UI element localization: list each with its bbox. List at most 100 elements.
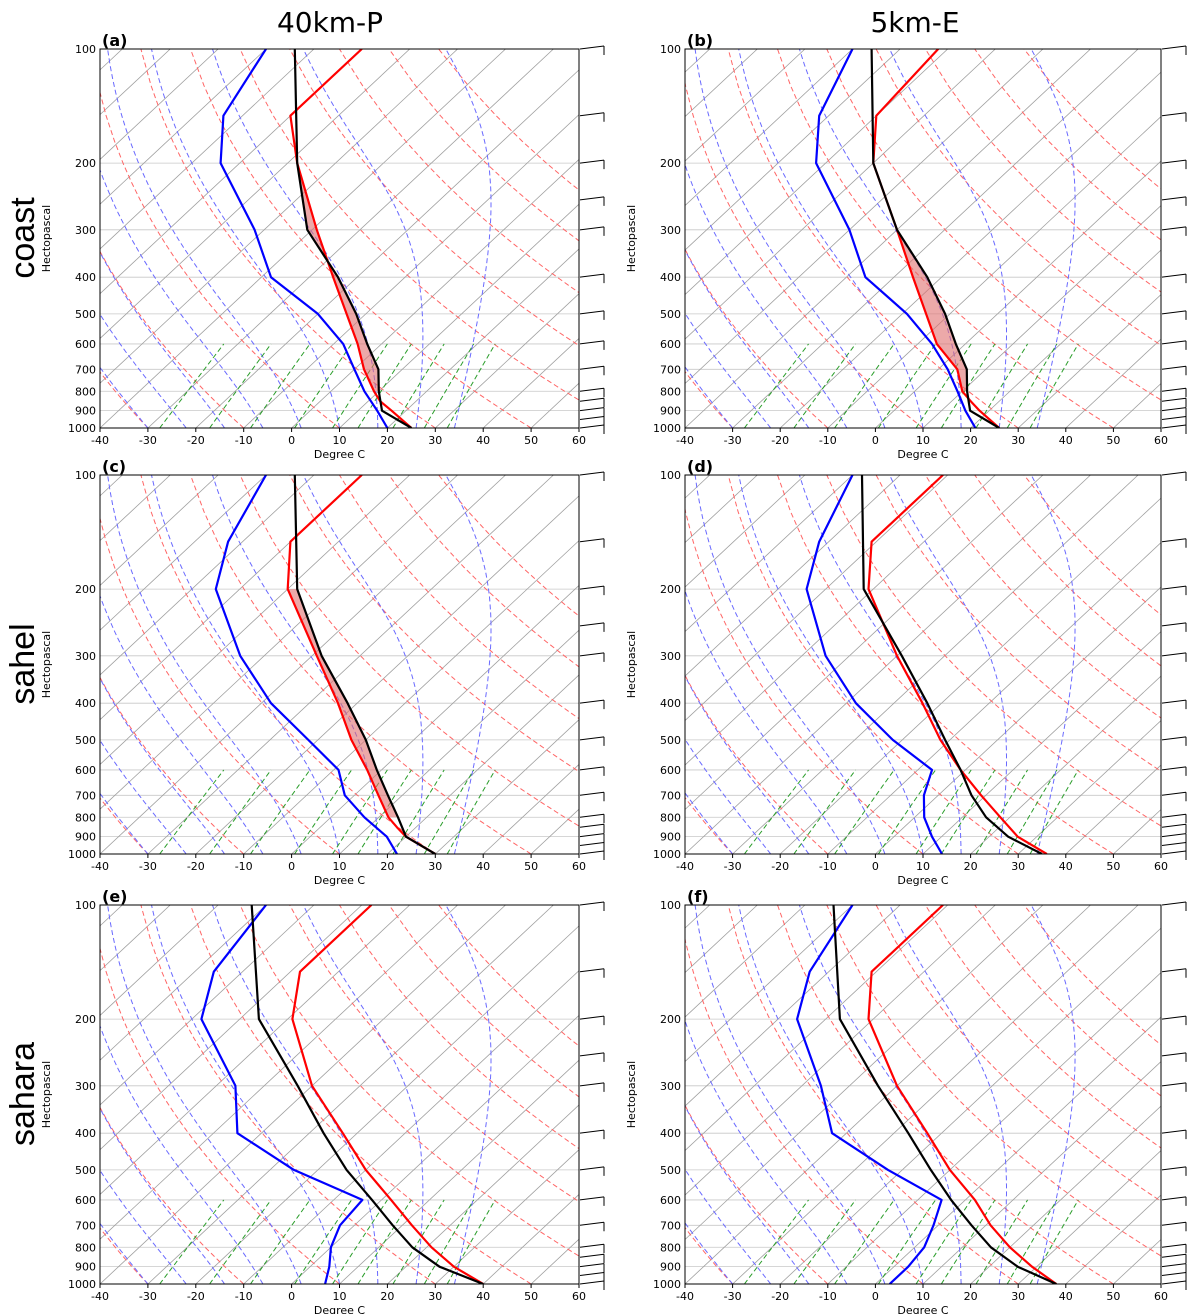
x-tick-label: 60	[572, 860, 586, 873]
dry-adiabat	[875, 475, 1161, 772]
isotherm	[685, 475, 853, 633]
wind-barb-icon	[579, 736, 605, 746]
mixing-ratio-line	[392, 1199, 445, 1284]
isotherm	[970, 1105, 1161, 1284]
mixing-ratio-line	[877, 769, 937, 854]
dry-adiabat	[974, 475, 1161, 667]
x-tick-label: -10	[819, 860, 837, 873]
x-tick-label: 60	[572, 434, 586, 447]
wind-barb-icon	[579, 159, 605, 170]
y-tick-label: 800	[75, 1241, 96, 1254]
mixing-ratio-line	[250, 343, 311, 428]
y-axis-label: Hectopascal	[40, 631, 53, 698]
profiles	[219, 49, 413, 428]
dry-adiabat	[826, 905, 1161, 1257]
moist-adiabat	[685, 248, 810, 428]
y-tick-label: 400	[660, 271, 681, 284]
isotherm	[100, 475, 458, 810]
moist-adiabat	[100, 1107, 225, 1284]
wind-barb-icon	[1161, 45, 1187, 55]
mixing-ratio-line	[1029, 1199, 1079, 1284]
x-tick-label: 10	[916, 434, 930, 447]
mixing-ratio-line	[250, 1199, 311, 1284]
isotherm	[482, 763, 579, 854]
x-tick-label: 50	[1106, 860, 1120, 873]
moist-adiabat	[798, 475, 962, 854]
x-tick-label: 50	[524, 1290, 538, 1303]
profiles	[214, 475, 436, 854]
dry-adiabat	[140, 49, 436, 428]
wind-barb-icon	[1161, 1052, 1187, 1062]
wind-barb-icon	[579, 1129, 605, 1140]
x-tick-label: 30	[428, 434, 442, 447]
mixing-ratio-line	[744, 343, 809, 428]
y-tick-label: 500	[75, 734, 96, 747]
wind-barb-icon	[1161, 1221, 1187, 1232]
column-title-left: 40km-P	[277, 6, 383, 39]
mixing-ratio-line	[1029, 343, 1079, 428]
x-tick-label: -20	[771, 1290, 789, 1303]
moist-adiabat	[685, 738, 772, 854]
y-tick-label: 900	[660, 405, 681, 418]
wind-barb-icon	[579, 387, 605, 398]
isotherm	[732, 49, 1139, 428]
dry-adiabat	[140, 905, 436, 1284]
mixing-ratio-line	[915, 343, 972, 428]
y-tick-label: 700	[660, 789, 681, 802]
wind-barb-icon	[1161, 365, 1187, 376]
isotherm	[875, 160, 1161, 428]
wind-barb-icon	[579, 1280, 605, 1290]
isotherm	[257, 475, 663, 854]
isotherm	[685, 905, 806, 1018]
cape-area	[873, 163, 968, 392]
y-tick-label: 900	[75, 1261, 96, 1274]
isotherm	[685, 49, 758, 118]
isotherm	[100, 475, 267, 631]
mixing-ratio-line	[446, 1199, 496, 1284]
isotherm	[685, 475, 711, 499]
x-tick-label: -30	[139, 860, 157, 873]
isotherm	[66, 905, 472, 1284]
mixing-ratio-line	[357, 343, 412, 428]
x-tick-label: -30	[724, 1290, 742, 1303]
wind-barb-icon	[579, 538, 605, 548]
wind-barb-icon	[579, 1196, 605, 1206]
x-tick-label: 0	[288, 434, 295, 447]
wind-barb-icon	[1161, 424, 1187, 434]
moist-adiabat	[889, 49, 1007, 428]
x-tick-label: 30	[1011, 434, 1025, 447]
dry-adiabat	[685, 506, 924, 854]
mixing-ratio-line	[209, 769, 272, 854]
moist-adiabat	[738, 475, 924, 854]
dry-adiabat	[289, 475, 579, 773]
x-axis-label: Degree C	[897, 874, 949, 887]
isotherm	[1160, 1283, 1161, 1284]
dry-adiabat	[685, 80, 924, 428]
isotherm	[685, 49, 1044, 385]
y-tick-label: 700	[75, 1219, 96, 1232]
x-tick-label: 40	[1059, 860, 1073, 873]
isotherm	[732, 475, 1139, 854]
isotherm	[685, 475, 1044, 811]
mixing-ratio-line	[209, 1199, 272, 1284]
dry-adiabat	[100, 516, 340, 854]
parcel-profile	[870, 49, 1000, 428]
wind-barb-icon	[579, 1263, 605, 1273]
isotherm	[685, 475, 806, 588]
dry-adiabat	[388, 49, 579, 242]
y-tick-label: 300	[75, 650, 96, 663]
dry-adiabat	[777, 475, 1114, 854]
background-lines	[100, 475, 579, 854]
x-tick-label: -40	[676, 860, 694, 873]
dry-adiabat	[239, 475, 579, 827]
mixing-ratio-line	[332, 769, 388, 854]
skewt-panel-d: -40 -30 -20 -10 0 10 20 30 40 50 60100200300400500…	[257, 457, 1187, 887]
x-tick-label: 40	[476, 860, 490, 873]
y-tick-label: 100	[660, 43, 681, 56]
dry-adiabat	[1023, 49, 1161, 190]
profiles	[805, 475, 1048, 854]
x-tick-label: 20	[380, 434, 394, 447]
moist-adiabat	[302, 475, 424, 854]
isotherm	[530, 1238, 579, 1284]
isotherm	[827, 542, 1161, 854]
